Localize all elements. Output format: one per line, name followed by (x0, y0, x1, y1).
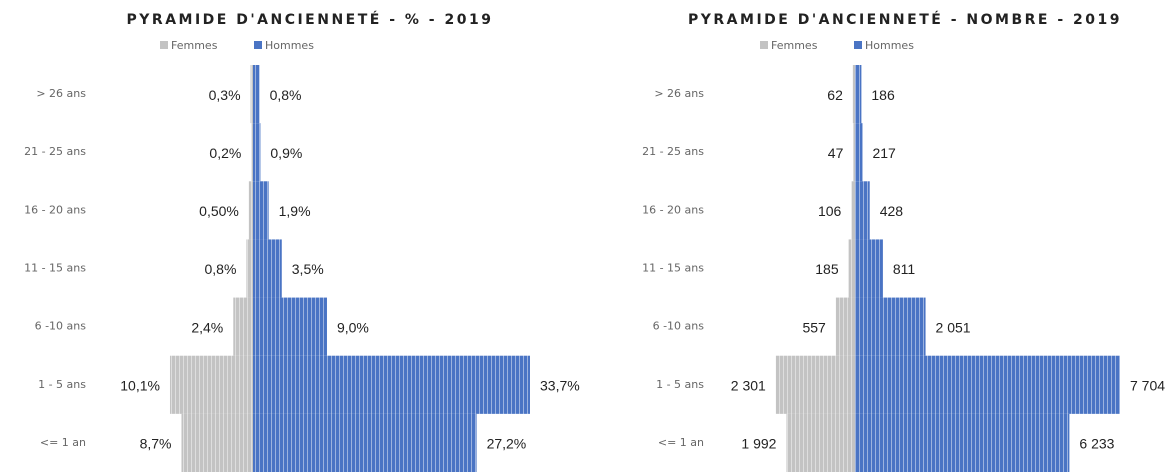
value-label: 0,9% (270, 145, 302, 161)
bar (253, 413, 477, 472)
category-label: 21 - 25 ans (24, 145, 86, 158)
legend-swatch (854, 41, 862, 49)
bar (855, 65, 862, 124)
category-label: 21 - 25 ans (642, 145, 704, 158)
bar (246, 239, 253, 298)
category-label: <= 1 an (40, 436, 86, 449)
category-label: <= 1 an (658, 436, 704, 449)
value-label: 2 051 (936, 319, 971, 335)
bar (253, 297, 327, 356)
value-label: 9,0% (337, 319, 369, 335)
category-label: > 26 ans (654, 87, 704, 100)
value-label: 0,50% (199, 203, 239, 219)
bar (775, 355, 855, 414)
bar (181, 413, 253, 472)
value-label: 6 233 (1079, 436, 1114, 452)
bar (248, 181, 253, 240)
category-label: > 26 ans (36, 87, 86, 100)
value-label: 1 992 (741, 436, 776, 452)
category-label: 11 - 15 ans (24, 262, 86, 275)
bar (253, 65, 260, 124)
value-label: 62 (827, 87, 843, 103)
bar (786, 413, 855, 472)
value-label: 557 (802, 319, 826, 335)
legend-label: Femmes (171, 39, 218, 52)
bar (848, 239, 855, 298)
bar (855, 123, 863, 182)
bar (233, 297, 253, 356)
bar (253, 355, 530, 414)
value-label: 0,8% (205, 261, 237, 277)
legend-swatch (254, 41, 262, 49)
value-label: 2,4% (191, 319, 223, 335)
category-label: 11 - 15 ans (642, 262, 704, 275)
bar (169, 355, 253, 414)
bar (251, 123, 253, 182)
legend-swatch (160, 41, 168, 49)
bar (855, 355, 1120, 414)
value-label: 8,7% (140, 436, 172, 452)
bar (253, 123, 261, 182)
value-label: 1,9% (279, 203, 311, 219)
bar (253, 239, 282, 298)
chart-title: PYRAMIDE D'ANCIENNETÉ - % - 2019 (127, 11, 494, 28)
value-label: 186 (871, 87, 895, 103)
value-label: 3,5% (292, 261, 324, 277)
category-label: 16 - 20 ans (24, 203, 86, 216)
bar (250, 65, 253, 124)
category-label: 1 - 5 ans (656, 378, 704, 391)
legend-label: Hommes (265, 39, 314, 52)
value-label: 33,7% (540, 377, 580, 393)
category-label: 6 -10 ans (653, 320, 705, 333)
value-label: 811 (893, 261, 916, 277)
value-label: 217 (872, 145, 896, 161)
value-label: 47 (828, 145, 844, 161)
category-label: 1 - 5 ans (38, 378, 86, 391)
legend-swatch (760, 41, 768, 49)
bar (855, 297, 926, 356)
bar (855, 239, 883, 298)
category-label: 16 - 20 ans (642, 203, 704, 216)
value-label: 27,2% (487, 436, 527, 452)
value-label: 0,3% (209, 87, 241, 103)
value-label: 0,8% (270, 87, 302, 103)
value-label: 7 704 (1130, 377, 1165, 393)
value-label: 2 301 (731, 377, 766, 393)
value-label: 428 (880, 203, 904, 219)
legend-label: Femmes (771, 39, 818, 52)
category-label: 6 -10 ans (35, 320, 87, 333)
value-label: 106 (818, 203, 842, 219)
value-label: 0,2% (209, 145, 241, 161)
bar (855, 413, 1070, 472)
bar (852, 65, 855, 124)
bar (835, 297, 855, 356)
chart-title: PYRAMIDE D'ANCIENNETÉ - NOMBRE - 2019 (688, 11, 1122, 28)
value-label: 10,1% (120, 377, 160, 393)
value-label: 185 (815, 261, 839, 277)
bar (851, 181, 855, 240)
bar (253, 181, 269, 240)
legend-label: Hommes (865, 39, 914, 52)
bar (853, 123, 855, 182)
bar (855, 181, 870, 240)
